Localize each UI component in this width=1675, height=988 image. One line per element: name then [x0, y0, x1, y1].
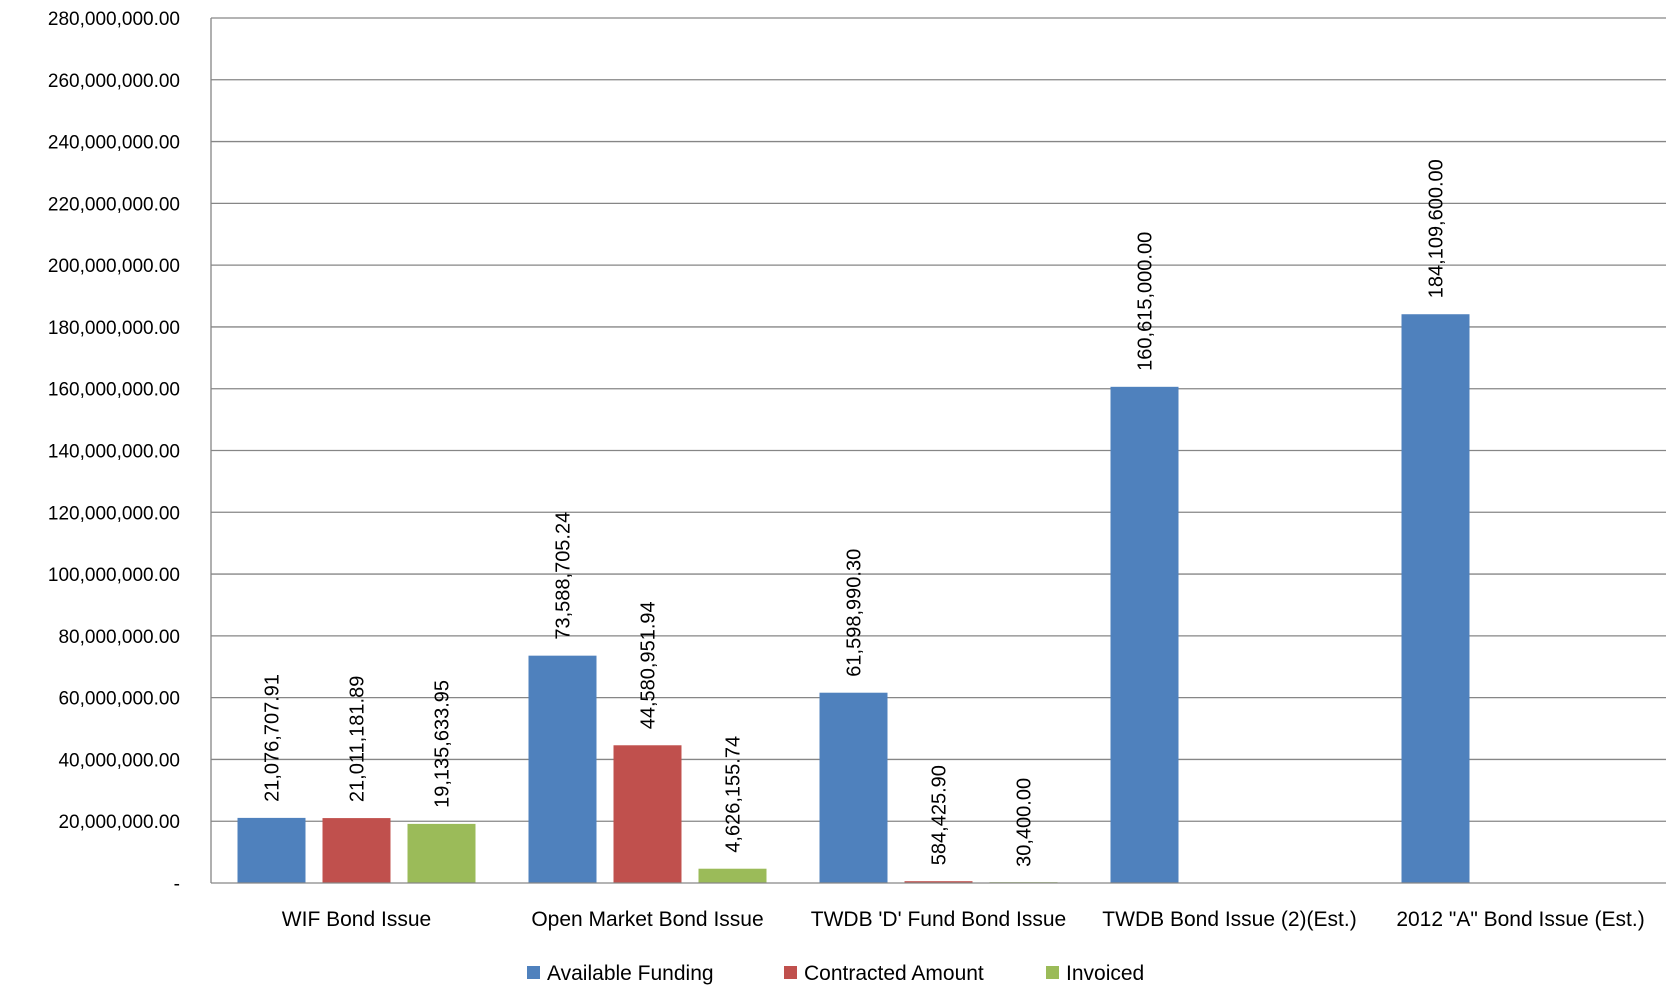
bar [698, 868, 767, 883]
x-tick-label: Open Market Bond Issue [531, 908, 763, 931]
x-tick-label: WIF Bond Issue [282, 908, 431, 931]
data-label: 30,400.00 [1014, 778, 1036, 867]
axes [210, 18, 1666, 884]
legend-swatch [784, 966, 797, 979]
x-tick-label: TWDB 'D' Fund Bond Issue [811, 908, 1066, 931]
data-label: 44,580,951.94 [638, 601, 660, 729]
y-tick-label: 20,000,000.00 [58, 812, 180, 833]
legend-label: Invoiced [1066, 962, 1144, 985]
x-axis-category-labels: WIF Bond Issue Open Market Bond Issue TWDB… [282, 908, 1645, 931]
y-tick-label: 140,000,000.00 [48, 442, 180, 463]
y-tick-label: 220,000,000.00 [48, 194, 180, 215]
bar [819, 692, 888, 883]
y-tick-label: 40,000,000.00 [58, 750, 180, 771]
legend: Available Funding Contracted Amount Invoic… [527, 962, 1144, 985]
data-label: 73,588,705.24 [553, 512, 575, 640]
y-axis-tick-labels: - 20,000,000.00 40,000,000.00 60,000,000.00… [48, 9, 180, 895]
bar [904, 881, 973, 883]
data-label: 61,598,990.30 [844, 549, 866, 677]
y-tick-label: 240,000,000.00 [48, 133, 180, 154]
y-tick-label: 260,000,000.00 [48, 71, 180, 92]
y-tick-label: 180,000,000.00 [48, 318, 180, 339]
data-labels: 21,076,707.91 21,011,181.89 19,135,633.95 7… [262, 159, 1448, 867]
data-label: 21,011,181.89 [347, 676, 369, 802]
bar [613, 745, 682, 883]
y-tick-label: 160,000,000.00 [48, 380, 180, 401]
y-tick-label: 60,000,000.00 [58, 689, 180, 710]
data-label: 184,109,600.00 [1426, 159, 1448, 298]
y-tick-label: 100,000,000.00 [48, 565, 180, 586]
legend-swatch [527, 966, 540, 979]
data-label: 4,626,155.74 [723, 736, 745, 853]
y-tick-label: 120,000,000.00 [48, 503, 180, 524]
data-label: 21,076,707.91 [262, 674, 284, 802]
gridlines [211, 17, 1666, 822]
legend-swatch [1046, 966, 1059, 979]
bar [528, 655, 597, 883]
data-label: 584,425.90 [929, 765, 951, 865]
y-tick-label: 80,000,000.00 [58, 627, 180, 648]
bar [237, 817, 306, 883]
bar [1110, 386, 1179, 883]
bar [322, 818, 391, 883]
bar [1401, 314, 1470, 883]
y-tick-label: - [174, 874, 180, 895]
legend-label: Available Funding [547, 962, 714, 985]
bars [237, 314, 1470, 883]
x-tick-label: 2012 "A" Bond Issue (Est.) [1396, 908, 1644, 931]
bar [407, 823, 476, 883]
y-tick-label: 280,000,000.00 [48, 9, 180, 30]
legend-label: Contracted Amount [804, 962, 984, 985]
x-tick-label: TWDB Bond Issue (2)(Est.) [1102, 908, 1356, 931]
data-label: 19,135,633.95 [432, 680, 454, 808]
y-tick-label: 200,000,000.00 [48, 256, 180, 277]
data-label: 160,615,000.00 [1135, 232, 1157, 371]
